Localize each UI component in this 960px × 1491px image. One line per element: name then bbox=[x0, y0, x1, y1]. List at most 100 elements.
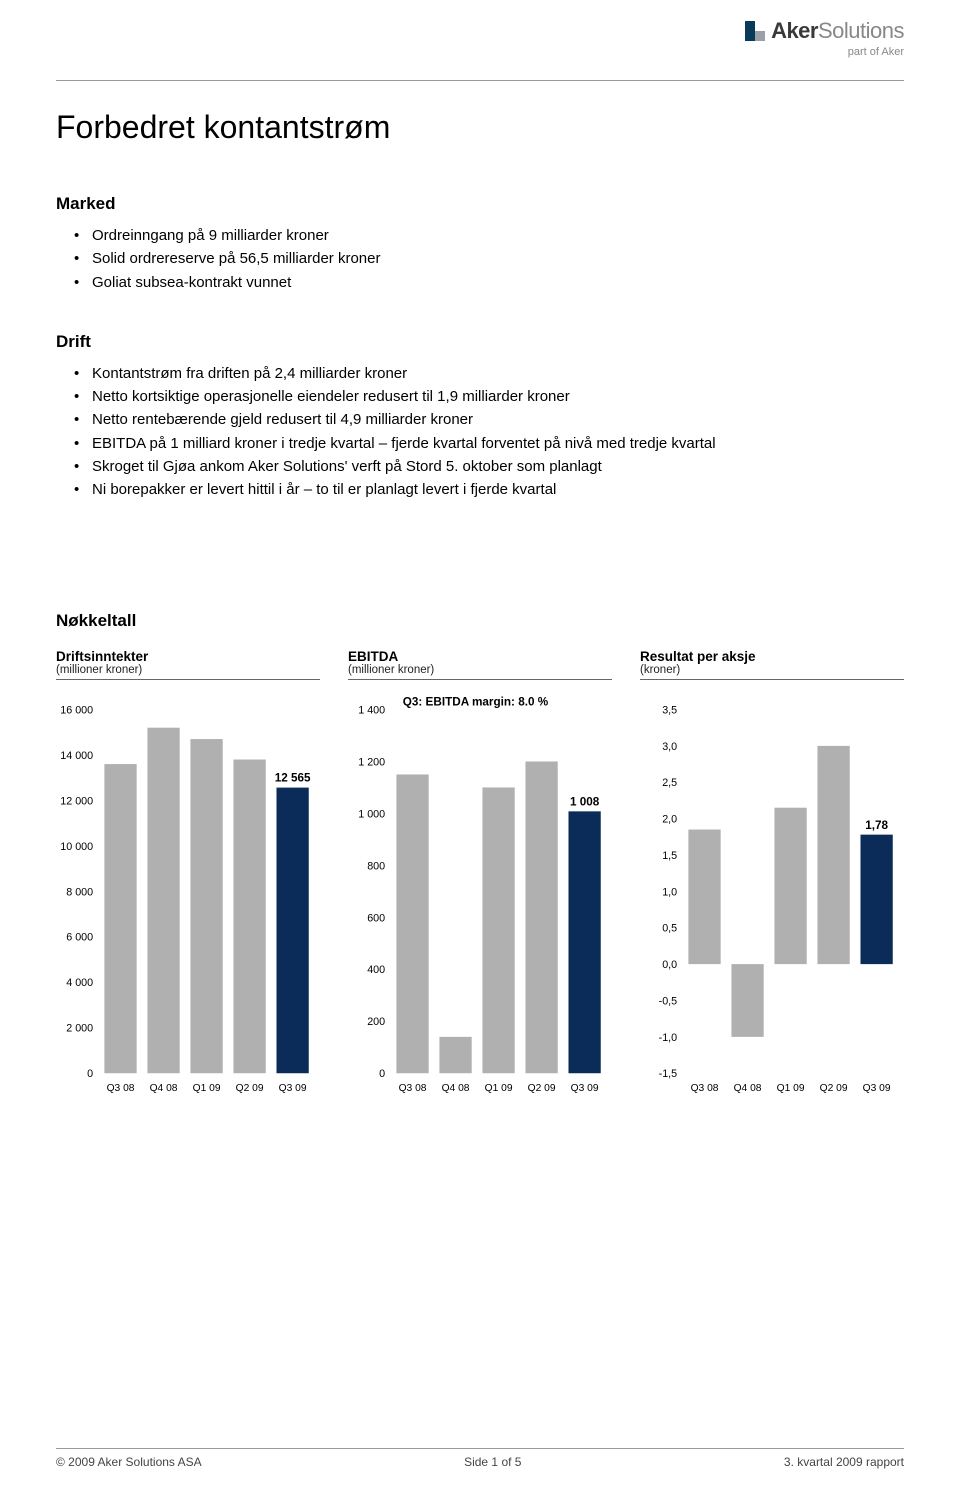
bar bbox=[688, 830, 720, 965]
y-tick-label: 1 000 bbox=[358, 809, 385, 821]
bar bbox=[860, 835, 892, 964]
y-tick-label: 0,5 bbox=[662, 923, 677, 935]
x-tick-label: Q3 09 bbox=[571, 1083, 599, 1094]
x-tick-label: Q1 09 bbox=[193, 1083, 221, 1094]
bar bbox=[233, 760, 265, 1074]
bar bbox=[817, 746, 849, 964]
y-tick-label: -0,5 bbox=[659, 996, 678, 1008]
bar bbox=[396, 775, 428, 1074]
x-tick-label: Q1 09 bbox=[777, 1083, 805, 1094]
chart-subtitle: (millioner kroner) bbox=[348, 664, 612, 676]
bullet-item: Kontantstrøm fra driften på 2,4 milliard… bbox=[74, 362, 904, 385]
bar bbox=[525, 762, 557, 1074]
bullet-item: Ordreinngang på 9 milliarder kroner bbox=[74, 224, 904, 247]
bar bbox=[439, 1037, 471, 1073]
brand-subtext: part of Aker bbox=[745, 46, 904, 58]
chart-svg: 0 200 400 600 800 1 000 1 200 1 400 1 008 Q3 08 Q4… bbox=[348, 688, 612, 1099]
bullet-item: Solid ordrereserve på 56,5 milliarder kr… bbox=[74, 247, 904, 270]
section-heading-drift: Drift bbox=[56, 332, 904, 352]
chart-annotation: Q3: EBITDA margin: 8.0 % bbox=[403, 696, 549, 709]
brand-logo: AkerSolutions part of Aker bbox=[745, 18, 904, 58]
footer-rule bbox=[56, 1448, 904, 1449]
y-tick-label: 2,5 bbox=[662, 777, 677, 789]
bar bbox=[568, 812, 600, 1074]
y-tick-label: -1,5 bbox=[659, 1068, 678, 1080]
chart-rule bbox=[348, 679, 612, 680]
bar bbox=[104, 764, 136, 1073]
chart-svg: 02 0004 0006 0008 00010 00012 00014 0001… bbox=[56, 688, 320, 1099]
x-tick-label: Q2 09 bbox=[236, 1083, 264, 1094]
y-tick-label: 1 400 bbox=[358, 705, 385, 717]
bullet-item: Skroget til Gjøa ankom Aker Solutions' v… bbox=[74, 455, 904, 478]
chart-subtitle: (millioner kroner) bbox=[56, 664, 320, 676]
y-tick-label: 0 bbox=[87, 1068, 93, 1080]
bullet-item: Netto rentebærende gjeld redusert til 4,… bbox=[74, 408, 904, 431]
brand-name-bold: Aker bbox=[771, 18, 818, 43]
y-tick-label: 16 000 bbox=[60, 705, 93, 717]
chart-title: Resultat per aksje bbox=[640, 649, 904, 664]
y-tick-label: 8 000 bbox=[66, 887, 93, 899]
chart-driftsinntekter: Driftsinntekter (millioner kroner) 0 2 00… bbox=[56, 649, 320, 1099]
bullet-item: EBITDA på 1 milliard kroner i tredje kva… bbox=[74, 432, 904, 455]
y-tick-label: 0,0 bbox=[662, 959, 677, 971]
page-title: Forbedret kontantstrøm bbox=[56, 109, 904, 146]
chart-rule bbox=[640, 679, 904, 680]
y-tick-label: -1,0 bbox=[659, 1032, 678, 1044]
x-tick-label: Q4 08 bbox=[150, 1083, 178, 1094]
y-tick-label: 12 000 bbox=[60, 796, 93, 808]
x-tick-label: Q2 09 bbox=[528, 1083, 556, 1094]
y-tick-label: 1,5 bbox=[662, 850, 677, 862]
y-tick-label: 1,0 bbox=[662, 887, 677, 899]
bar bbox=[482, 788, 514, 1074]
x-tick-label: Q2 09 bbox=[820, 1083, 848, 1094]
y-tick-label: 400 bbox=[367, 964, 385, 976]
footer-left: © 2009 Aker Solutions ASA bbox=[56, 1455, 202, 1469]
x-tick-label: Q3 08 bbox=[399, 1083, 427, 1094]
bar bbox=[731, 964, 763, 1037]
chart-title: Driftsinntekter bbox=[56, 649, 320, 664]
footer-right: 3. kvartal 2009 rapport bbox=[784, 1455, 904, 1469]
y-tick-label: 6 000 bbox=[66, 932, 93, 944]
section-heading-marked: Marked bbox=[56, 194, 904, 214]
y-tick-label: 600 bbox=[367, 913, 385, 925]
bar bbox=[147, 728, 179, 1074]
bar-value-label: 12 565 bbox=[275, 772, 311, 785]
chart-eps: Resultat per aksje (kroner) -1,5 -1,0 -0,5… bbox=[640, 649, 904, 1099]
footer-center: Side 1 of 5 bbox=[464, 1455, 521, 1469]
y-tick-label: 10 000 bbox=[60, 841, 93, 853]
bar-value-label: 1 008 bbox=[570, 796, 600, 809]
y-tick-label: 3,5 bbox=[662, 705, 677, 717]
y-tick-label: 2 000 bbox=[66, 1023, 93, 1035]
bar bbox=[190, 739, 222, 1073]
x-tick-label: Q3 08 bbox=[691, 1083, 719, 1094]
chart-svg: -1,5-1,0-0,50,00,51,01,52,02,53,03,51,78… bbox=[640, 688, 904, 1099]
x-tick-label: Q3 09 bbox=[279, 1083, 307, 1094]
header-rule bbox=[56, 80, 904, 81]
bullet-item: Ni borepakker er levert hittil i år – to… bbox=[74, 478, 904, 501]
bullet-list-marked: Ordreinngang på 9 milliarder kronerSolid… bbox=[56, 224, 904, 294]
y-tick-label: 4 000 bbox=[66, 977, 93, 989]
x-tick-label: Q3 09 bbox=[863, 1083, 891, 1094]
y-tick-label: 2,0 bbox=[662, 814, 677, 826]
chart-title: EBITDA bbox=[348, 649, 612, 664]
y-tick-label: 0 bbox=[379, 1068, 385, 1080]
x-tick-label: Q4 08 bbox=[442, 1083, 470, 1094]
y-tick-label: 1 200 bbox=[358, 757, 385, 769]
x-tick-label: Q1 09 bbox=[485, 1083, 513, 1094]
bullet-item: Goliat subsea-kontrakt vunnet bbox=[74, 271, 904, 294]
nokkeltall-heading: Nøkkeltall bbox=[56, 611, 904, 631]
chart-subtitle: (kroner) bbox=[640, 664, 904, 676]
bar bbox=[276, 788, 308, 1074]
brand-name: AkerSolutions bbox=[771, 18, 904, 44]
x-tick-label: Q4 08 bbox=[734, 1083, 762, 1094]
page-footer: © 2009 Aker Solutions ASA Side 1 of 5 3.… bbox=[56, 1448, 904, 1469]
chart-ebitda: EBITDA (millioner kroner) 0 200 400 600 800 1… bbox=[348, 649, 612, 1099]
bar bbox=[774, 808, 806, 964]
y-tick-label: 3,0 bbox=[662, 741, 677, 753]
bullet-item: Netto kortsiktige operasjonelle eiendele… bbox=[74, 385, 904, 408]
charts-row: Driftsinntekter (millioner kroner) 0 2 00… bbox=[56, 649, 904, 1099]
chart-rule bbox=[56, 679, 320, 680]
y-tick-label: 800 bbox=[367, 861, 385, 873]
y-tick-label: 200 bbox=[367, 1016, 385, 1028]
brand-mark-icon bbox=[745, 21, 765, 41]
